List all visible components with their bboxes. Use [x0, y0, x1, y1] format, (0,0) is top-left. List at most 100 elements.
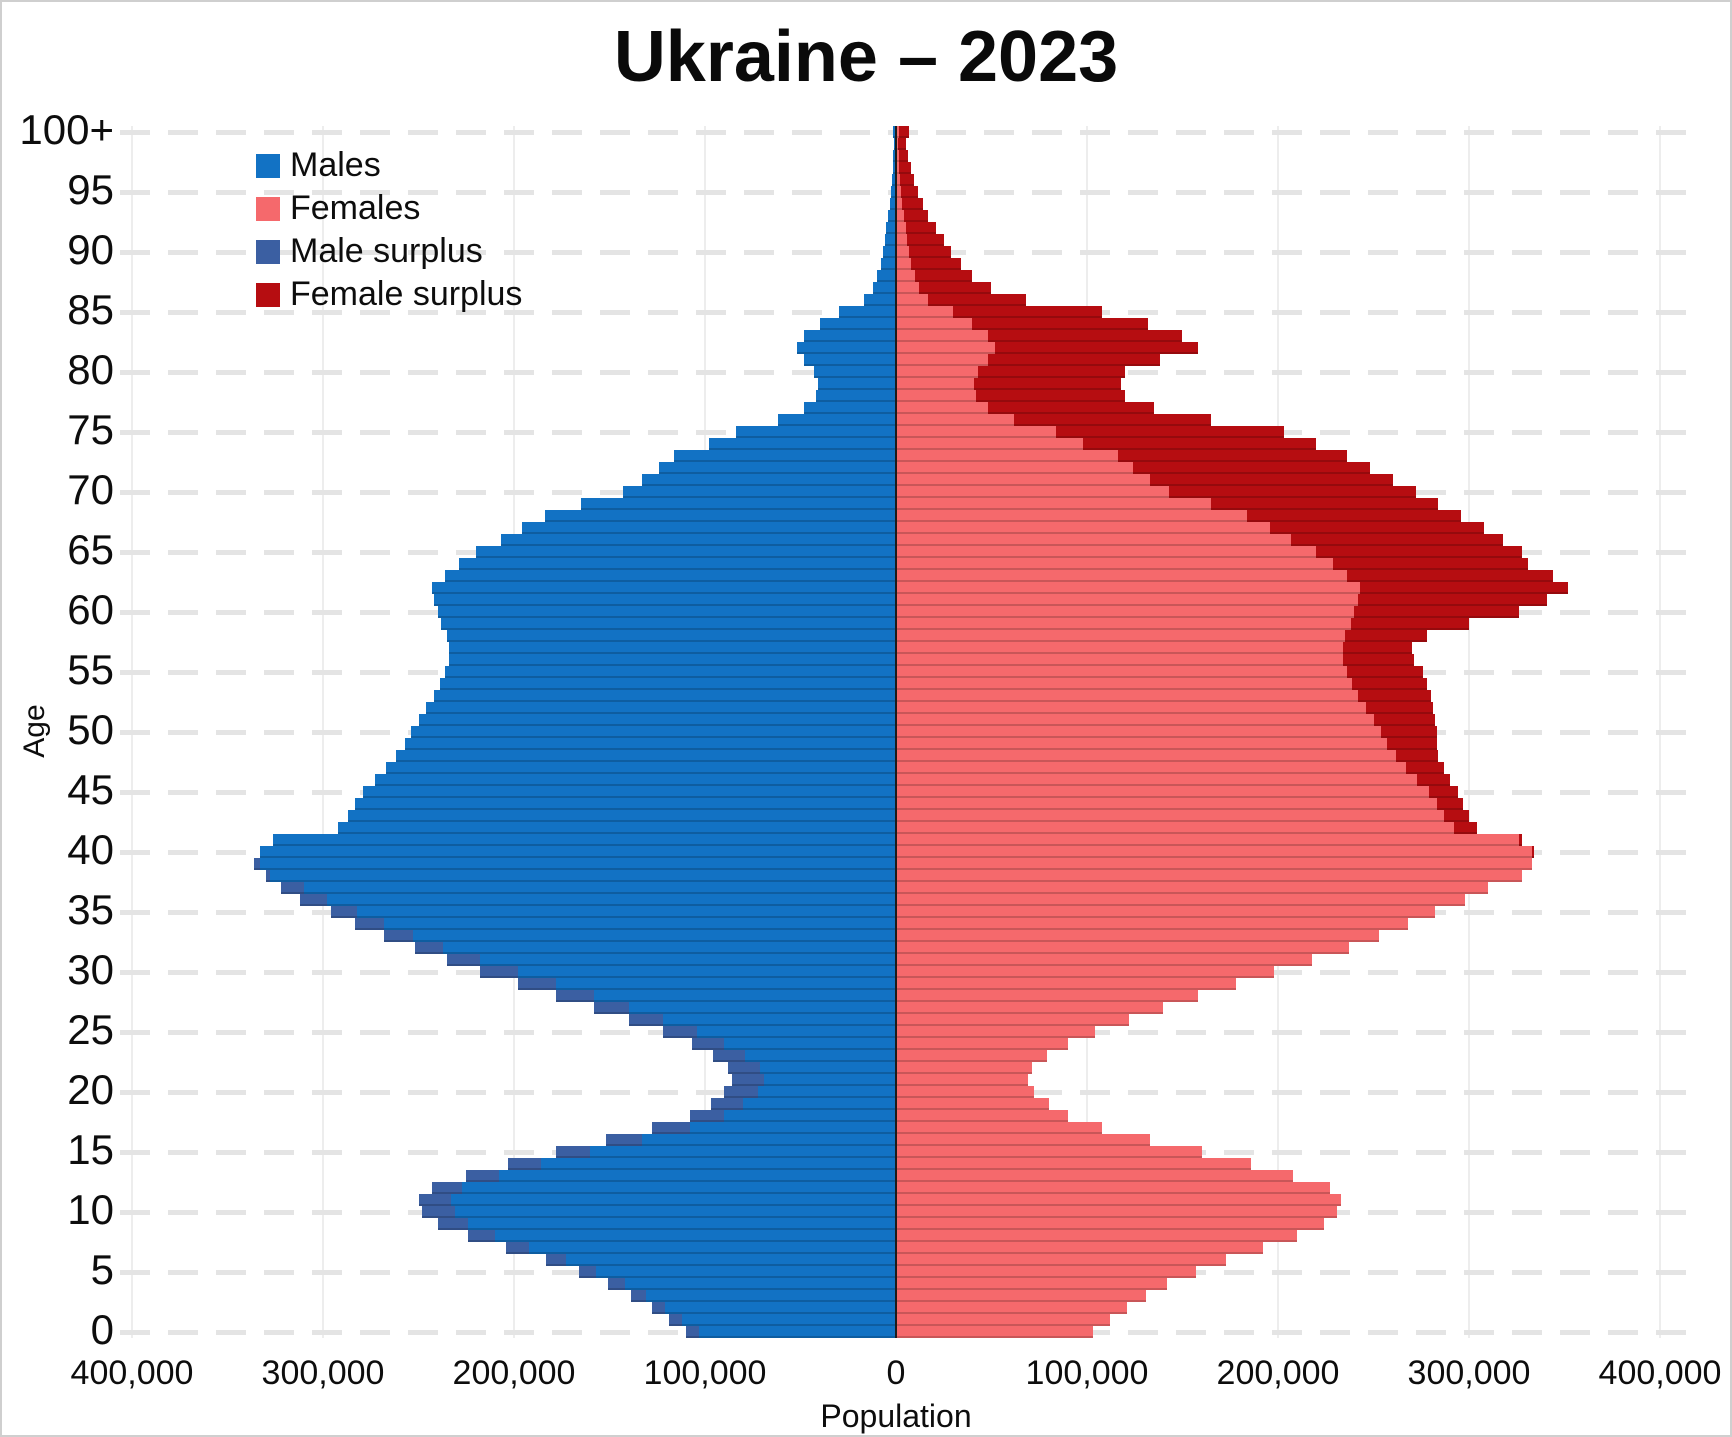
- female-surplus-age-59: [1350, 618, 1469, 630]
- female-bar-age-19: [896, 1098, 1049, 1110]
- male-bar-age-29: [556, 978, 896, 990]
- female-bar-age-24: [896, 1038, 1068, 1050]
- female-surplus-age-75: [1056, 426, 1284, 438]
- y-tick-label: 5: [90, 1246, 114, 1293]
- female-bar-age-91: [896, 234, 908, 246]
- male-surplus-age-18: [689, 1110, 725, 1122]
- legend-label: Males: [290, 146, 381, 184]
- female-surplus-age-69: [1211, 498, 1439, 510]
- male-bar-age-31: [479, 954, 896, 966]
- male-bar-age-95: [890, 186, 896, 198]
- male-bar-age-67: [521, 522, 896, 534]
- female-bar-age-8: [896, 1230, 1298, 1242]
- male-surplus-age-11: [418, 1194, 451, 1206]
- female-surplus-age-88: [915, 270, 973, 282]
- male-surplus-age-20: [724, 1086, 759, 1098]
- female-bar-age-17: [896, 1122, 1103, 1134]
- female-bar-age-78: [896, 390, 977, 402]
- male-bar-age-5: [596, 1266, 896, 1278]
- male-surplus-age-19: [710, 1098, 744, 1110]
- male-bar-age-86: [863, 294, 896, 306]
- female-surplus-age-63: [1346, 570, 1554, 582]
- female-bar-age-32: [896, 942, 1349, 954]
- female-bar-age-99: [896, 138, 899, 150]
- female-surplus-age-79: [974, 378, 1122, 390]
- female-bar-age-87: [896, 282, 919, 294]
- male-bar-age-1: [682, 1314, 896, 1326]
- female-bar-age-64: [896, 558, 1334, 570]
- chart-title: Ukraine – 2023: [613, 17, 1119, 97]
- female-bar-age-67: [896, 522, 1271, 534]
- male-surplus-age-37: [280, 882, 304, 894]
- y-tick-label: 65: [67, 526, 114, 573]
- male-surplus-age-30: [479, 966, 518, 978]
- female-surplus-age-82: [995, 342, 1198, 354]
- male-bar-age-41: [273, 834, 896, 846]
- female-surplus-age-98: [898, 150, 909, 162]
- male-bar-age-56: [449, 654, 896, 666]
- female-bar-age-59: [896, 618, 1351, 630]
- female-bar-age-5: [896, 1266, 1196, 1278]
- female-bar-age-47: [896, 762, 1406, 774]
- male-bar-age-22: [760, 1062, 896, 1074]
- female-bar-age-94: [896, 198, 903, 210]
- x-tick-label: 100,000: [643, 1354, 767, 1392]
- center-axis-line: [895, 126, 897, 1338]
- male-surplus-age-25: [662, 1026, 698, 1038]
- female-surplus-age-74: [1083, 438, 1317, 450]
- female-surplus-age-43: [1444, 810, 1469, 822]
- male-bar-age-37: [303, 882, 896, 894]
- male-bar-age-90: [882, 246, 896, 258]
- male-bar-age-51: [418, 714, 896, 726]
- male-bar-age-91: [884, 234, 896, 246]
- female-bar-age-92: [896, 222, 906, 234]
- female-surplus-age-42: [1453, 822, 1477, 834]
- female-bar-age-0: [896, 1326, 1093, 1338]
- female-bar-age-10: [896, 1206, 1338, 1218]
- female-bar-age-20: [896, 1086, 1034, 1098]
- female-bar-age-15: [896, 1146, 1202, 1158]
- male-bar-age-19: [743, 1098, 896, 1110]
- x-tick-label: 200,000: [452, 1354, 576, 1392]
- female-bar-age-58: [896, 630, 1345, 642]
- female-bar-age-37: [896, 882, 1489, 894]
- male-bar-age-88: [876, 270, 896, 282]
- legend-swatch-female_surplus: [256, 282, 280, 307]
- female-bar-age-16: [896, 1134, 1151, 1146]
- female-surplus-age-48: [1396, 750, 1439, 762]
- female-bar-age-71: [896, 474, 1151, 486]
- female-bar-age-28: [896, 990, 1198, 1002]
- y-tick-label: 15: [67, 1126, 114, 1173]
- female-surplus-age-93: [903, 210, 929, 222]
- male-bar-age-66: [500, 534, 896, 546]
- male-bar-age-69: [580, 498, 896, 510]
- male-surplus-age-5: [578, 1266, 597, 1278]
- female-bar-age-88: [896, 270, 916, 282]
- female-surplus-age-86: [928, 294, 1026, 306]
- female-surplus-age-96: [900, 174, 915, 186]
- female-surplus-age-57: [1342, 642, 1412, 654]
- female-bar-age-85: [896, 306, 954, 318]
- female-bar-age-36: [896, 894, 1466, 906]
- y-tick-label: 95: [67, 166, 114, 213]
- male-bar-age-10: [454, 1206, 896, 1218]
- x-tick-label: 0: [886, 1354, 906, 1392]
- male-bar-age-27: [628, 1002, 896, 1014]
- x-tick-label: 400,000: [70, 1354, 194, 1392]
- female-bar-age-52: [896, 702, 1366, 714]
- female-bar-age-43: [896, 810, 1445, 822]
- female-bar-age-63: [896, 570, 1347, 582]
- x-tick-label: 400,000: [1598, 1354, 1722, 1392]
- male-bar-age-70: [622, 486, 896, 498]
- male-bar-age-13: [498, 1170, 896, 1182]
- female-bar-age-44: [896, 798, 1437, 810]
- male-bar-age-75: [735, 426, 896, 438]
- male-surplus-age-22: [727, 1062, 761, 1074]
- male-bar-age-33: [412, 930, 896, 942]
- female-bar-age-77: [896, 402, 988, 414]
- male-bar-age-83: [804, 330, 896, 342]
- y-axis-title: Age: [18, 704, 51, 758]
- male-bar-age-42: [338, 822, 896, 834]
- male-surplus-age-6: [546, 1254, 566, 1266]
